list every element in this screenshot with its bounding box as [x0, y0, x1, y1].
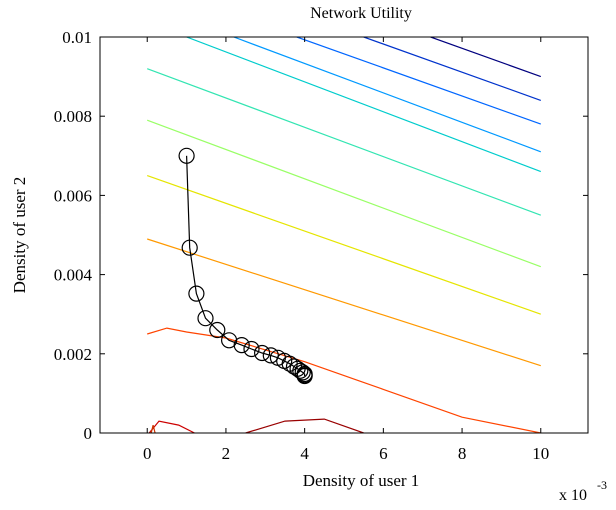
trajectory-point-7: [243, 340, 260, 358]
contour-line-0: [430, 37, 542, 78]
trajectory-point-2: [188, 285, 205, 302]
x-tick-label-1: 2: [222, 444, 231, 463]
x-multiplier: x 10 -3: [559, 478, 607, 504]
trajectory-point-3: [197, 310, 214, 327]
y-tick-label-2: 0.004: [54, 266, 93, 285]
trajectory-series: [178, 147, 313, 385]
contour-line-5: [146, 68, 542, 216]
plot-area-frame: [99, 36, 589, 434]
contour-line-4: [186, 37, 542, 173]
trajectory-point-16: [294, 364, 311, 381]
x-axis-ticks: 0 2 4 6 8 10: [143, 37, 549, 463]
x-multiplier-exponent: -3: [597, 478, 607, 492]
contour-line-1: [363, 37, 542, 101]
y-tick-label-0: 0: [84, 424, 93, 443]
chart-title: Network Utility: [310, 5, 412, 22]
trajectory-point-19: [296, 367, 313, 385]
trajectory-point-0: [178, 147, 195, 164]
contour-line-6: [146, 119, 542, 268]
x-tick-label-5: 10: [532, 444, 549, 463]
y-tick-label-4: 0.008: [54, 107, 92, 126]
x-tick-label-4: 8: [458, 444, 467, 463]
y-axis-ticks: 0 0.002 0.004 0.006 0.008 0.01: [54, 28, 588, 443]
contour-line-2: [296, 37, 542, 125]
x-multiplier-label: x 10: [559, 487, 587, 504]
y-tick-label-3: 0.006: [54, 186, 92, 205]
y-tick-label-5: 0.01: [62, 28, 92, 47]
x-tick-label-3: 6: [379, 444, 388, 463]
trajectory-point-8: [254, 344, 271, 362]
y-tick-label-1: 0.002: [54, 345, 92, 364]
trajectory-point-6: [233, 337, 250, 354]
contour-line-12: [150, 424, 156, 433]
trajectory-point-15: [292, 362, 309, 379]
contour-line-10: [148, 420, 195, 433]
contour-line-3: [233, 37, 542, 153]
contour-line-7: [147, 175, 541, 315]
x-tick-label-2: 4: [300, 444, 309, 463]
trajectory-point-4: [209, 321, 226, 339]
contour-lines: [146, 37, 542, 433]
contour-line-11: [245, 418, 364, 433]
x-tick-label-0: 0: [143, 444, 152, 463]
trajectory-point-1: [181, 239, 198, 256]
x-axis-label: Density of user 1: [303, 471, 420, 490]
y-axis-label: Density of user 2: [10, 177, 29, 294]
contour-line-8: [147, 238, 541, 367]
trajectory-line-0: [186, 155, 306, 376]
contour-line-9: [147, 327, 541, 433]
